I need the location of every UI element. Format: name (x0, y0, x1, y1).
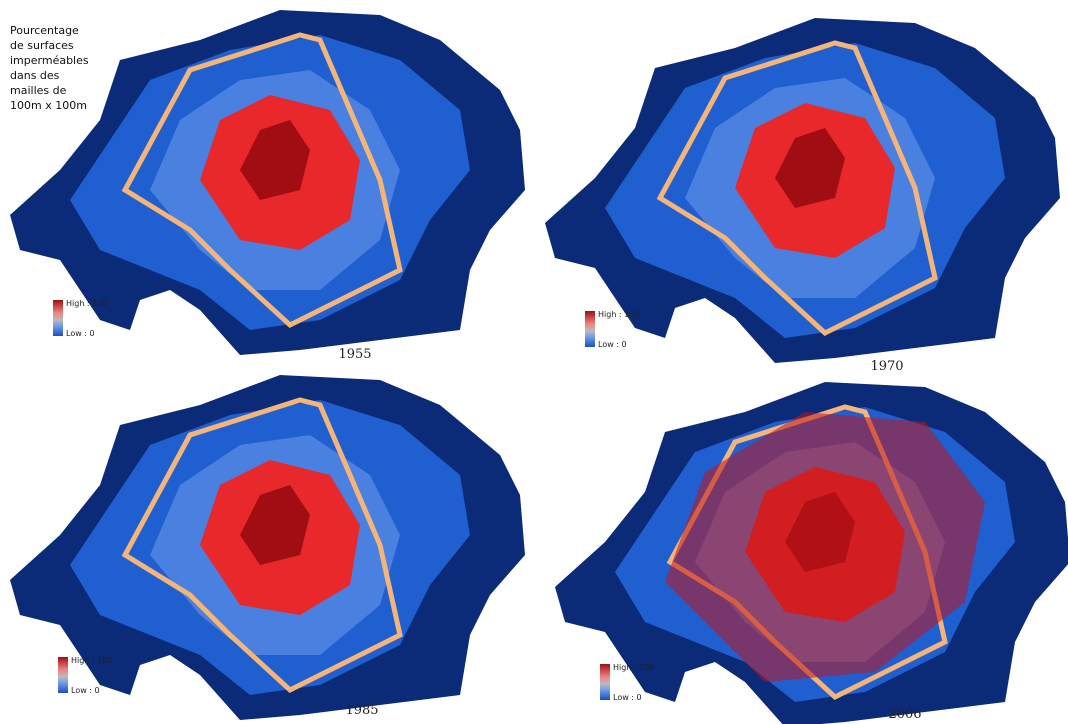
legend-title: Pourcentage de surfaces imperméables dan… (10, 24, 89, 112)
legend-high: High : 100 (71, 656, 112, 665)
legend-low: Low : 0 (71, 686, 100, 695)
legend-high: High : 100 (613, 663, 654, 672)
legend-ramp (585, 311, 595, 347)
title-line: de surfaces (10, 39, 74, 52)
legend-high: High : 100 (66, 299, 107, 308)
title-line: Pourcentage (10, 24, 79, 37)
title-line: mailles de (10, 84, 67, 97)
legend-ramp (58, 657, 68, 693)
map-figure: High : 100 Low : 0 1955 High : 100 Low :… (0, 0, 1068, 724)
legend-high: High : 100 (598, 310, 639, 319)
map-1985: High : 100 Low : 0 1985 (10, 375, 525, 720)
year-label: 1970 (870, 359, 903, 374)
year-label: 1955 (338, 347, 371, 362)
legend-low: Low : 0 (66, 329, 95, 338)
legend-ramp (53, 300, 63, 336)
map-shape (10, 375, 525, 720)
year-label: 2006 (888, 707, 921, 722)
title-line: imperméables (10, 54, 89, 67)
year-label: 1985 (345, 703, 378, 718)
map-1970: High : 100 Low : 0 1970 (545, 18, 1060, 374)
map-2006: High : 100 Low : 0 2006 (555, 382, 1068, 724)
title-line: dans des (10, 69, 60, 82)
legend-low: Low : 0 (598, 340, 627, 349)
legend-ramp (600, 664, 610, 700)
legend-low: Low : 0 (613, 693, 642, 702)
title-line: 100m x 100m (10, 99, 87, 112)
